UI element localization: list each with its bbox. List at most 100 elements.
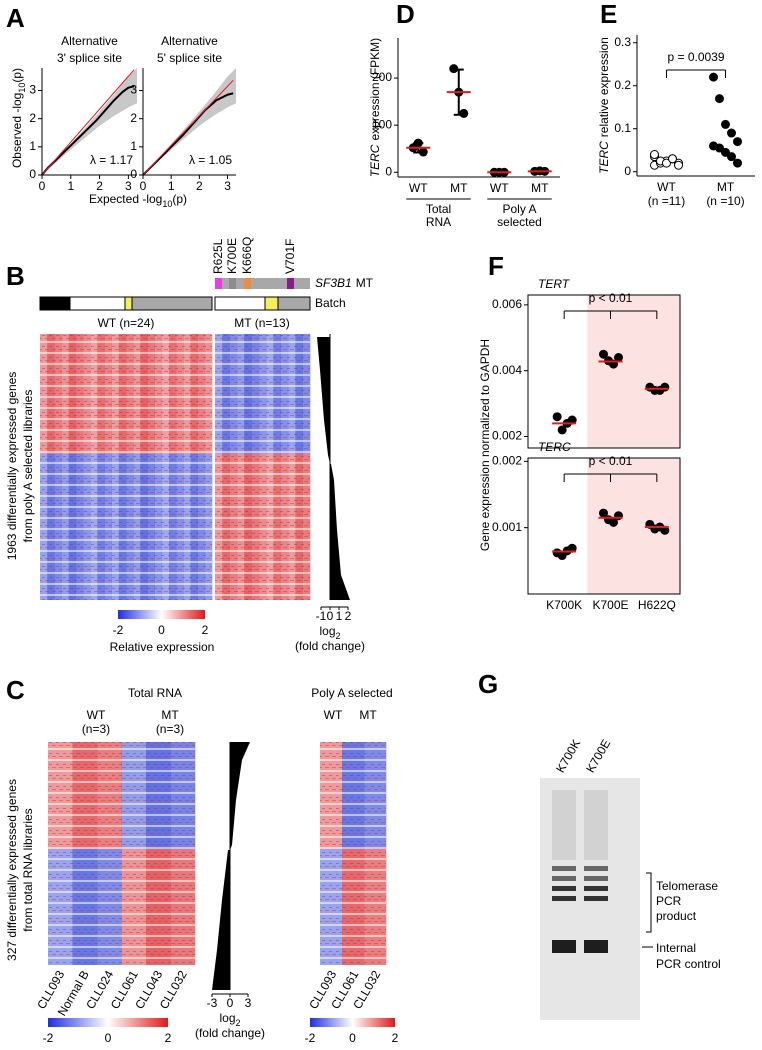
y-axis-label-part: relative expression bbox=[597, 37, 611, 137]
data-point bbox=[614, 353, 623, 363]
gel-label: Telomerase bbox=[656, 879, 718, 893]
group-label: MT bbox=[359, 708, 377, 722]
group-label: selected bbox=[497, 215, 542, 229]
mutation-mark bbox=[229, 278, 236, 289]
gel-band bbox=[552, 876, 576, 881]
group-label: (n=3) bbox=[82, 722, 110, 736]
ci-band bbox=[143, 68, 236, 175]
x-tick-label: WT bbox=[409, 181, 428, 195]
x-tick-label: 1 bbox=[67, 179, 74, 193]
comparison-label: p < 0.01 bbox=[589, 291, 633, 305]
x-tick-label: MT bbox=[531, 181, 549, 195]
x-tick-label: 3 bbox=[224, 179, 231, 193]
panel-letter: G bbox=[478, 669, 498, 699]
data-point bbox=[668, 154, 677, 164]
group-label: Poly A bbox=[502, 202, 536, 216]
gel-band bbox=[552, 940, 576, 953]
group-label: WT bbox=[324, 708, 343, 722]
x-tick-label: K700E bbox=[592, 598, 628, 612]
panel-letter: E bbox=[600, 0, 617, 29]
x-tick-label: MT bbox=[450, 181, 468, 195]
x-axis-label: Expected -log10(p) bbox=[89, 192, 187, 209]
gel-label: PCR bbox=[656, 894, 682, 908]
y-tick-label: 0.004 bbox=[492, 363, 522, 377]
heatmap-texture bbox=[48, 742, 195, 965]
heatmap-title: Poly A selected bbox=[311, 686, 392, 700]
heatmap-title: Total RNA bbox=[128, 686, 182, 700]
x-tick-label: H622Q bbox=[638, 598, 676, 612]
chart-title: TERT bbox=[538, 277, 571, 291]
y-tick-label: 0 bbox=[130, 167, 137, 181]
chart-title: TERC bbox=[538, 440, 571, 454]
chart-title: 5' splice site bbox=[157, 51, 222, 65]
group-label: MT bbox=[161, 708, 179, 722]
y-tick-label: 2 bbox=[29, 111, 36, 125]
chart-title: Alternative bbox=[61, 34, 118, 48]
group-label: (n=3) bbox=[156, 722, 184, 736]
group-label: WT bbox=[87, 708, 106, 722]
x-axis-label-part: Expected -log bbox=[89, 192, 162, 206]
y-tick-label: 200 bbox=[372, 70, 392, 84]
mutation-legend-part: SF3B1 bbox=[315, 276, 352, 290]
chart-title: Alternative bbox=[161, 34, 218, 48]
fold-tick-label: 2 bbox=[345, 609, 352, 623]
data-point bbox=[459, 108, 469, 118]
qq-line bbox=[142, 80, 234, 176]
gel-band bbox=[584, 886, 608, 891]
qq-line bbox=[41, 69, 135, 176]
data-point bbox=[733, 137, 742, 147]
y-axis-label-part: TERC bbox=[368, 144, 382, 177]
ci-band bbox=[42, 68, 137, 175]
mutation-label: K666Q bbox=[240, 237, 254, 274]
y-tick-label: 0.002 bbox=[492, 453, 522, 467]
gel-band bbox=[584, 896, 608, 901]
plot-frame bbox=[527, 294, 681, 449]
gel-band bbox=[552, 866, 576, 871]
annotation: λ = 1.05 bbox=[189, 153, 232, 167]
batch-seg bbox=[124, 296, 133, 311]
y-axis-label: TERC expression (FPKM) bbox=[368, 38, 382, 177]
colorbar-tick-label: -2 bbox=[305, 1031, 316, 1045]
colorbar-tick-label: 2 bbox=[202, 623, 209, 637]
comparison-label: p < 0.01 bbox=[589, 454, 633, 468]
y-tick-label: 0.006 bbox=[492, 297, 522, 311]
fold-bars bbox=[212, 742, 250, 990]
y-tick-label: 0.002 bbox=[492, 429, 522, 443]
data-point bbox=[662, 158, 671, 168]
panel-letter: A bbox=[6, 3, 25, 33]
data-point bbox=[715, 94, 724, 104]
panel-letter: F bbox=[488, 251, 504, 281]
y-axis-label: TERC relative expression bbox=[597, 37, 611, 174]
gel-band bbox=[584, 876, 608, 881]
heatmap-texture bbox=[40, 334, 212, 600]
fold-label-part: 2 bbox=[236, 1018, 241, 1028]
gel-smear bbox=[552, 790, 576, 860]
colorbar-tick-label: 0 bbox=[158, 623, 165, 637]
colorbar-tick-label: 2 bbox=[392, 1031, 399, 1045]
chart-title: 3' splice site bbox=[57, 51, 122, 65]
mutation-legend: SF3B1 MT bbox=[315, 276, 374, 290]
lane-label: K700K bbox=[553, 737, 583, 775]
fold-tick-label: 3 bbox=[245, 996, 252, 1010]
x-tick-label: 0 bbox=[140, 179, 147, 193]
heatmap-texture bbox=[215, 334, 310, 600]
fold-tick-label: -3 bbox=[207, 996, 218, 1010]
fold-label-part: 2 bbox=[336, 631, 341, 641]
colorbar-tick-label: 2 bbox=[165, 1031, 172, 1045]
y-axis-label-part: TERC bbox=[597, 141, 611, 174]
fold-label-part: log bbox=[219, 1011, 235, 1025]
colorbar bbox=[48, 1018, 168, 1027]
gel-band bbox=[552, 886, 576, 891]
qq-line bbox=[41, 85, 135, 176]
x-tick-label: 2 bbox=[96, 179, 103, 193]
gel-label: product bbox=[656, 909, 697, 923]
group-label: WT (n=24) bbox=[98, 316, 155, 330]
y-axis-label: Gene expression normalized to GAPDH bbox=[478, 339, 492, 551]
y-tick-label: 0 bbox=[385, 164, 392, 178]
mutation-label: R625L bbox=[211, 238, 225, 274]
y-axis-label: from total RNA libraries bbox=[21, 808, 35, 931]
mutation-mark bbox=[244, 278, 251, 289]
batch-label: Batch bbox=[315, 296, 346, 310]
product-bracket bbox=[646, 872, 652, 933]
